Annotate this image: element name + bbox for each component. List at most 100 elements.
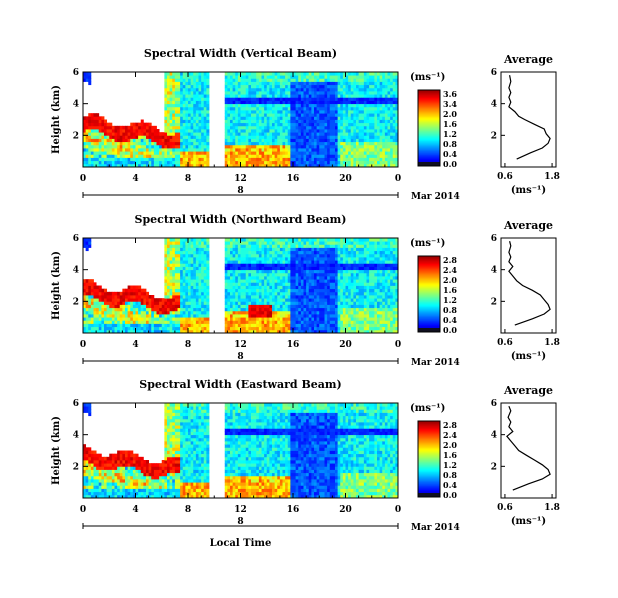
- heatmap-cell: [369, 72, 373, 76]
- heatmap-cell: [279, 116, 283, 120]
- heatmap-cell: [311, 75, 315, 79]
- heatmap-cell: [243, 285, 247, 290]
- heatmap-cell: [98, 148, 102, 152]
- heatmap-cell: [324, 151, 328, 155]
- heatmap-cell: [146, 317, 150, 321]
- heatmap-cell: [395, 103, 399, 108]
- heatmap-cell: [169, 138, 173, 143]
- heatmap-cell: [159, 326, 163, 331]
- heatmap-cell: [266, 157, 270, 162]
- heatmap-cell: [109, 314, 113, 318]
- heatmap-cell: [382, 103, 386, 108]
- heatmap-cell: [167, 285, 171, 290]
- heatmap-cell: [266, 119, 270, 124]
- heatmap-cell: [151, 138, 155, 143]
- heatmap-cell: [251, 282, 255, 286]
- heatmap-cell: [298, 253, 302, 258]
- heatmap-cell: [180, 163, 184, 168]
- heatmap-cell: [253, 116, 257, 120]
- heatmap-cell: [303, 298, 307, 302]
- heatmap-cell: [243, 263, 247, 267]
- heatmap-cell: [90, 279, 94, 283]
- heatmap-cell: [316, 110, 320, 114]
- heatmap-cell: [293, 317, 297, 321]
- heatmap-cell: [311, 87, 315, 92]
- heatmap-cell: [384, 113, 388, 117]
- heatmap-cell: [358, 160, 362, 165]
- heatmap-cell: [243, 307, 247, 312]
- heatmap-cell: [172, 116, 176, 120]
- heatmap-cell: [232, 320, 236, 324]
- heatmap-cell: [240, 304, 244, 309]
- heatmap-cell: [316, 125, 320, 130]
- heatmap-cell: [130, 163, 134, 168]
- colorbar-segment: [418, 157, 440, 159]
- heatmap-cell: [264, 314, 268, 318]
- heatmap-cell: [258, 285, 262, 290]
- heatmap-cell: [230, 269, 234, 274]
- heatmap-cell: [245, 257, 249, 261]
- x-tick-label: 4: [132, 174, 138, 184]
- heatmap-cell: [300, 81, 304, 86]
- heatmap-cell: [227, 75, 231, 79]
- heatmap-cell: [261, 310, 265, 315]
- heatmap-cell: [321, 144, 325, 149]
- heatmap-cell: [272, 317, 276, 321]
- heatmap-cell: [266, 291, 270, 296]
- heatmap-cell: [190, 132, 194, 136]
- heatmap-cell: [269, 257, 273, 261]
- heatmap-cell: [261, 317, 265, 321]
- heatmap-cell: [240, 97, 244, 101]
- heatmap-cell: [182, 314, 186, 318]
- heatmap-cell: [177, 129, 181, 133]
- heatmap-cell: [287, 94, 291, 98]
- heatmap-cell: [235, 129, 239, 133]
- heatmap-cell: [245, 282, 249, 286]
- heatmap-cell: [274, 298, 278, 302]
- heatmap-cell: [182, 144, 186, 149]
- heatmap-cell: [337, 75, 341, 79]
- heatmap-cell: [164, 295, 168, 299]
- heatmap-cell: [295, 144, 299, 149]
- heatmap-cell: [203, 81, 207, 86]
- heatmap-cell: [237, 257, 241, 261]
- heatmap-cell: [235, 160, 239, 165]
- heatmap-cell: [193, 266, 197, 271]
- heatmap-cell: [206, 87, 210, 92]
- heatmap-cell: [164, 125, 168, 130]
- heatmap-cell: [348, 163, 352, 168]
- heatmap-cell: [298, 72, 302, 76]
- heatmap-cell: [366, 138, 370, 143]
- heatmap-cell: [151, 307, 155, 312]
- heatmap-cell: [88, 282, 92, 286]
- heatmap-cell: [303, 288, 307, 293]
- heatmap-cell: [285, 138, 289, 143]
- heatmap-cell: [337, 119, 341, 124]
- heatmap-cell: [266, 94, 270, 98]
- heatmap-cell: [224, 97, 228, 101]
- heatmap-cell: [266, 288, 270, 293]
- heatmap-cell: [172, 260, 176, 264]
- heatmap-cell: [132, 129, 136, 133]
- heatmap-cell: [227, 307, 231, 312]
- heatmap-cell: [138, 154, 142, 158]
- heatmap-cell: [321, 97, 325, 101]
- heatmap-cell: [253, 310, 257, 315]
- heatmap-cell: [311, 106, 315, 111]
- heatmap-cell: [295, 263, 299, 267]
- heatmap-cell: [245, 326, 249, 331]
- heatmap-cell: [272, 260, 276, 264]
- heatmap-cell: [303, 241, 307, 245]
- heatmap-cell: [237, 110, 241, 114]
- heatmap-cell: [185, 241, 189, 245]
- heatmap-cell: [230, 72, 234, 76]
- heatmap-cell: [169, 106, 173, 111]
- heatmap-cell: [279, 257, 283, 261]
- heatmap-cell: [135, 317, 139, 321]
- heatmap-cell: [159, 301, 163, 305]
- colorbar-segment: [418, 92, 440, 95]
- heatmap-cell: [358, 116, 362, 120]
- heatmap-cell: [371, 157, 375, 162]
- heatmap-cell: [340, 132, 344, 136]
- heatmap-cell: [348, 113, 352, 117]
